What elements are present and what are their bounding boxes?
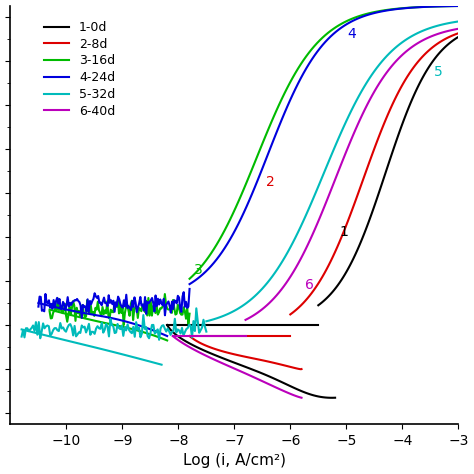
Text: 5: 5 bbox=[434, 64, 443, 79]
2-8d bbox=[396, 89, 401, 94]
5-32d bbox=[354, 98, 359, 103]
2-8d bbox=[362, 172, 367, 178]
3-16d bbox=[249, 166, 255, 172]
2-8d bbox=[287, 311, 293, 317]
Line: 5-32d: 5-32d bbox=[206, 21, 458, 321]
2-8d bbox=[456, 30, 461, 36]
Line: 4-24d: 4-24d bbox=[190, 6, 458, 284]
Text: 1: 1 bbox=[339, 226, 348, 239]
Line: 2-8d: 2-8d bbox=[290, 33, 458, 314]
1-0d bbox=[406, 105, 411, 110]
1-0d bbox=[439, 47, 445, 53]
Text: 4: 4 bbox=[347, 27, 356, 41]
Line: 6-40d: 6-40d bbox=[246, 29, 458, 320]
1-0d bbox=[399, 123, 404, 129]
2-8d bbox=[390, 102, 395, 108]
3-16d bbox=[347, 17, 353, 23]
1-0d bbox=[456, 34, 461, 40]
Text: 6: 6 bbox=[305, 278, 314, 292]
X-axis label: Log (i, A/cm²): Log (i, A/cm²) bbox=[183, 454, 286, 468]
1-0d bbox=[411, 92, 417, 98]
5-32d bbox=[262, 283, 268, 289]
4-24d bbox=[347, 19, 353, 25]
Legend: 1-0d, 2-8d, 3-16d, 4-24d, 5-32d, 6-40d: 1-0d, 2-8d, 3-16d, 4-24d, 5-32d, 6-40d bbox=[39, 16, 120, 123]
3-16d bbox=[187, 276, 192, 282]
3-16d bbox=[434, 4, 439, 9]
4-24d bbox=[238, 216, 244, 221]
1-0d bbox=[377, 186, 383, 191]
6-40d bbox=[307, 237, 313, 243]
6-40d bbox=[424, 35, 430, 41]
3-16d bbox=[325, 30, 331, 36]
Line: 3-16d: 3-16d bbox=[190, 6, 458, 279]
Line: 1-0d: 1-0d bbox=[319, 37, 458, 305]
4-24d bbox=[434, 4, 439, 9]
6-40d bbox=[419, 37, 425, 43]
6-40d bbox=[391, 61, 397, 66]
Text: 2: 2 bbox=[266, 175, 275, 189]
5-32d bbox=[203, 319, 209, 324]
3-16d bbox=[456, 3, 461, 9]
4-24d bbox=[187, 281, 192, 287]
4-24d bbox=[249, 191, 255, 197]
4-24d bbox=[456, 3, 461, 9]
5-32d bbox=[456, 18, 461, 24]
5-32d bbox=[252, 293, 257, 299]
1-0d bbox=[401, 118, 406, 124]
Text: 3: 3 bbox=[193, 263, 202, 277]
1-0d bbox=[316, 302, 321, 308]
5-32d bbox=[333, 141, 339, 147]
6-40d bbox=[243, 317, 248, 323]
5-32d bbox=[443, 21, 448, 27]
3-16d bbox=[238, 192, 244, 198]
5-32d bbox=[435, 23, 441, 28]
6-40d bbox=[456, 26, 461, 32]
4-24d bbox=[442, 3, 447, 9]
3-16d bbox=[442, 3, 447, 9]
2-8d bbox=[402, 77, 408, 83]
6-40d bbox=[446, 28, 452, 34]
2-8d bbox=[387, 106, 393, 112]
6-40d bbox=[272, 295, 277, 301]
2-8d bbox=[436, 40, 442, 46]
4-24d bbox=[325, 36, 331, 42]
